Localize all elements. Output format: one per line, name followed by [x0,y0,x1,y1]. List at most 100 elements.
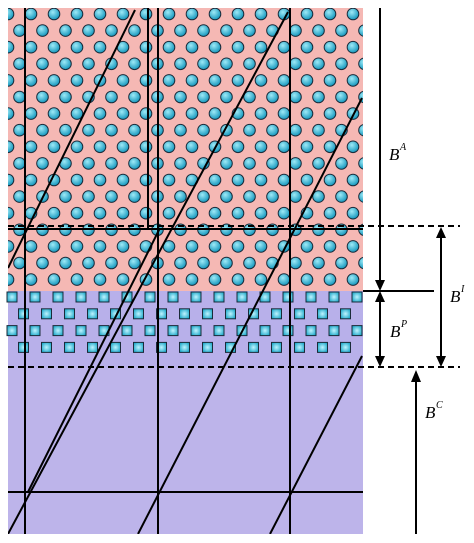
circle-atom [162,206,176,220]
circle-atom [300,140,314,154]
circle-atom [300,240,314,253]
circle-atom [70,140,84,154]
circle-atom [105,256,118,270]
circle-atom [197,256,210,270]
circle-atom [162,173,176,187]
circle-atom [208,74,222,87]
circle-atoms [8,8,363,286]
circle-atom [358,24,363,37]
circle-atom [8,8,15,21]
circle-atom [208,173,222,187]
circle-atom [116,8,130,21]
circle-atom [24,240,38,253]
square-atom [6,291,18,303]
circle-atom [254,74,268,87]
circle-atom [185,40,199,54]
circle-atom [289,157,302,170]
circle-atom [47,240,61,253]
circle-atom [266,190,279,203]
circle-atom [208,206,222,220]
circle-atom [220,90,233,104]
circle-atom [128,24,141,37]
circle-atom [300,40,314,54]
circle-atom [266,157,279,170]
circle-atom [346,173,360,187]
circle-atom [312,157,325,170]
circle-atom [139,206,153,220]
circle-atom [312,57,325,71]
circle-atom [289,123,302,137]
circle-atom [254,40,268,54]
circle-atom [185,240,199,253]
svg-text:A: A [399,142,407,153]
circle-atom [128,57,141,71]
layer-p-region [8,291,363,368]
circle-atom [220,24,233,37]
circle-atom [266,123,279,137]
circle-atom [185,107,199,120]
square-atom [317,308,328,320]
circle-atom [323,8,337,21]
square-atom [282,291,294,303]
circle-atom [59,256,72,270]
circle-atom [36,256,49,270]
square-atom [133,341,144,353]
circle-atom [358,157,363,170]
circle-atom [243,57,256,71]
circle-atom [82,157,95,170]
circle-atom [346,40,360,54]
square-atom [64,341,75,353]
circle-atom [300,8,314,21]
circle-atom [36,157,49,170]
circle-atom [13,57,26,71]
circle-atom [312,256,325,270]
circle-atom [335,157,348,170]
circle-atom [312,123,325,137]
circle-atom [116,74,130,87]
circle-atom [323,107,337,120]
circle-atom [208,40,222,54]
circle-atom [139,74,153,87]
circle-atom [323,40,337,54]
circle-atom [185,273,199,286]
square-atom [52,291,64,303]
circle-atom [254,206,268,220]
circle-atom [47,206,61,220]
circle-atom [335,190,348,203]
square-atom [271,341,282,353]
circle-atom [346,273,360,286]
circle-atom [300,107,314,120]
circle-atom [162,140,176,154]
circle-atom [185,74,199,87]
circle-atom [346,8,360,21]
circle-atom [231,173,245,187]
circle-atom [13,256,26,270]
square-atom [248,341,259,353]
circle-atom [312,24,325,37]
square-atom [340,308,351,320]
square-atom [328,291,340,303]
square-atom [202,308,213,320]
circle-atom [128,90,141,104]
square-atom [317,341,328,353]
circle-atom [289,24,302,37]
square-atom [213,291,225,303]
circle-atom [139,107,153,120]
circle-atom [289,190,302,203]
circle-atom [220,256,233,270]
circle-atom [47,74,61,87]
circle-atom [197,57,210,71]
circle-atom [323,74,337,87]
circle-atom [312,90,325,104]
svg-text:B: B [450,287,461,306]
circle-atom [93,8,107,21]
circle-atom [323,206,337,220]
circle-atom [105,90,118,104]
circle-atom [346,74,360,87]
circle-atom [277,273,291,286]
slanted-lattice-line [269,355,363,534]
circle-atom [47,273,61,286]
circle-atom [8,240,15,253]
circle-atom [116,107,130,120]
